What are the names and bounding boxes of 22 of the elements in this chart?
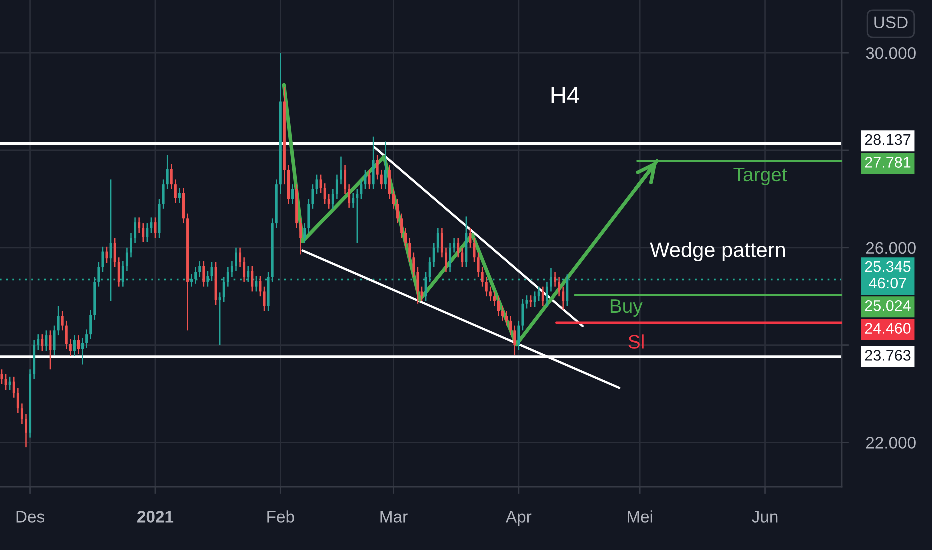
x-tick-label: Mei (628, 510, 652, 523)
x-tick-label: Apr (506, 511, 532, 526)
y-tick-label: 26.000 (866, 242, 916, 254)
series-label: Buy (610, 300, 643, 317)
ref-line-label: 28.137 (865, 134, 911, 146)
annotation: H4 (552, 87, 580, 104)
ref-line-label: 25.345 46:07 (865, 261, 911, 289)
data-label: 24.460 (865, 323, 911, 334)
data-label: 25.024 (865, 300, 911, 312)
x-tick-label: Mar (380, 511, 408, 523)
ref-line-label: 23.763 (865, 350, 911, 361)
x-tick-label: Jun (752, 511, 778, 523)
series-label: Sl (628, 334, 644, 349)
annotation: Wedge pattern (650, 242, 786, 262)
y-axis-title: USD (874, 16, 908, 28)
y-tick-label: 22.000 (866, 437, 916, 449)
y-tick-label: 30.000 (866, 47, 916, 60)
series-label: Target (734, 168, 788, 186)
x-tick-label: 2021 (138, 511, 174, 523)
x-tick-label: Des (16, 511, 45, 523)
x-tick-label: Feb (268, 510, 294, 523)
data-label: 27.781 (865, 157, 911, 168)
